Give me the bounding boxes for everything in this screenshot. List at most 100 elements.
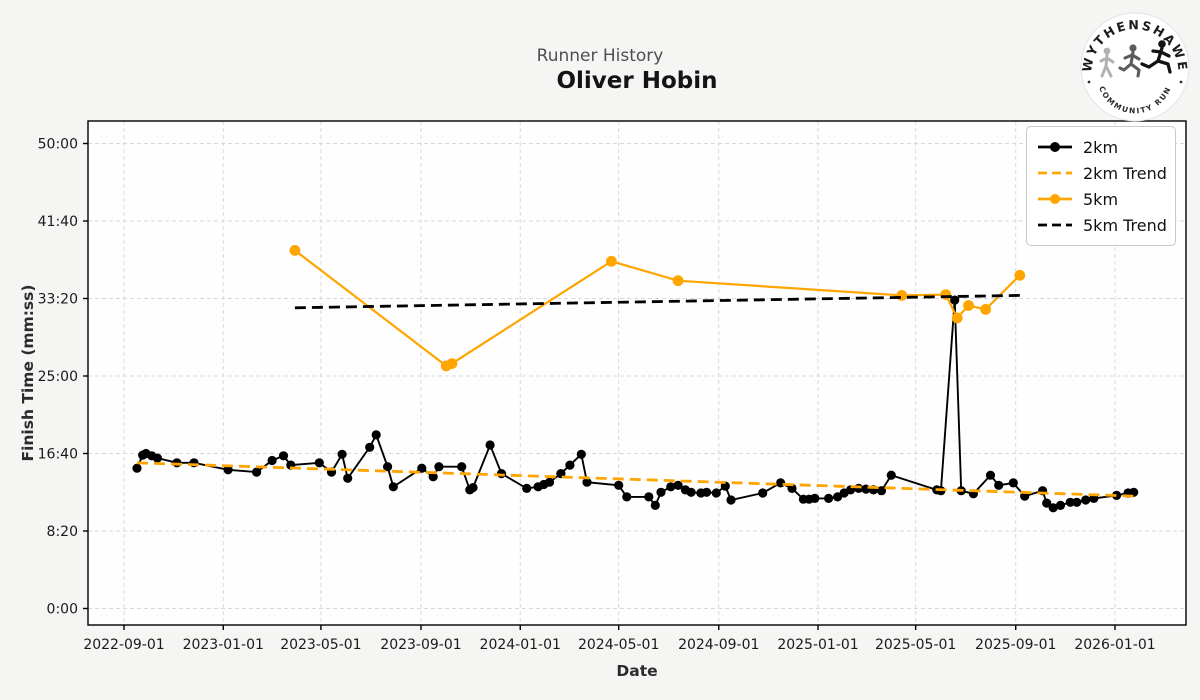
data-point [152,453,162,463]
data-point [994,480,1004,490]
data-point [711,488,721,498]
data-point [1014,269,1026,281]
x-tick-label: 2024-09-01 [678,637,759,653]
tick-labels: 2022-09-01 2023-01-01 2023-05-01 2023-09-01… [38,137,1156,654]
data-point [1008,478,1018,488]
data-point [278,451,289,461]
legend-line-sample [1038,142,1072,152]
data-point [468,483,478,493]
data-point [371,430,381,440]
data-point [388,482,398,492]
data-point [622,492,632,502]
x-tick-label: 2026-01-01 [1074,637,1155,653]
data-point [365,442,375,452]
data-point [672,275,684,287]
data-point [726,495,736,505]
data-point [980,304,991,315]
data-point [644,492,654,502]
data-point [673,480,683,490]
x-tick-label: 2022-09-01 [83,637,164,653]
data-point [434,462,444,472]
tick-marks [83,142,1116,630]
data-point [337,449,347,459]
plot-area [88,121,1186,625]
gridlines [88,121,1186,625]
legend-label: 2km [1083,137,1119,157]
data-point [314,458,324,468]
plot-border [87,120,1187,626]
y-tick-label: 33:20 [38,292,78,308]
data-point [565,460,575,470]
legend-item-5km-trend: 5km Trend [1036,212,1167,238]
runner-silhouettes-icon [1099,40,1172,78]
data-point [614,480,624,490]
x-tick-label: 2024-05-01 [578,637,659,653]
data-point [886,470,896,480]
data-point [576,449,586,459]
x-tick-label: 2024-01-01 [480,637,561,653]
data-point [446,358,458,369]
data-point [1129,487,1139,497]
data-point [810,493,820,503]
y-tick-label: 0:00 [47,602,78,618]
data-point [544,477,555,487]
data-point [1065,497,1075,507]
data-point [950,295,960,305]
legend-line-sample [1038,194,1072,204]
trend-line [136,461,1134,498]
data-point [758,488,768,498]
data-point [876,486,887,496]
data-point [650,500,660,510]
trend-line [294,294,1020,310]
x-tick-label: 2025-05-01 [875,637,956,653]
data-point [1042,498,1052,508]
y-tick-label: 25:00 [38,369,78,385]
legend: 2km 2km Trend 5km 5km Trend [1026,126,1176,246]
data-point [686,487,696,497]
chart-suptitle: Runner History [536,46,664,66]
data-point [1048,503,1058,513]
data-point [457,462,467,472]
x-axis-label: Date [616,662,658,680]
x-tick-label: 2023-09-01 [380,637,461,653]
legend-label: 5km [1083,189,1119,209]
data-point [267,455,277,466]
data-point [951,312,963,324]
data-point [1112,490,1122,500]
legend-line-sample [1038,171,1072,175]
data-point [776,478,786,488]
x-tick-label: 2023-01-01 [183,637,264,653]
data-point [787,483,797,493]
x-tick-label: 2025-09-01 [975,637,1056,653]
data-point [963,300,974,311]
data-point [485,440,495,450]
series-2km [132,295,1139,513]
legend-item-2km: 2km [1036,134,1166,160]
data-point [343,473,353,483]
legend-item-2km-trend: 2km Trend [1036,160,1167,186]
y-tick-label: 8:20 [47,524,78,540]
data-point [666,482,676,492]
data-point [824,493,834,503]
data-point [223,465,233,475]
logo-dot-left [1087,80,1091,84]
legend-label: 2km Trend [1083,163,1167,183]
runner-name-title: Oliver Hobin [556,68,718,94]
data-point [702,487,712,497]
legend-line-sample [1038,223,1072,227]
y-tick-label: 50:00 [38,137,78,153]
data-point [985,470,996,480]
data-point [428,472,438,482]
data-point [417,463,427,473]
series-5km-trend [294,294,1020,310]
data-point [132,463,142,473]
series-2km-trend [136,461,1134,498]
data-point [383,462,393,472]
y-tick-label: 16:40 [38,447,78,463]
logo-dot-right [1179,80,1183,84]
x-tick-label: 2025-01-01 [777,637,858,653]
data-point [582,477,592,487]
data-point [1055,500,1066,510]
